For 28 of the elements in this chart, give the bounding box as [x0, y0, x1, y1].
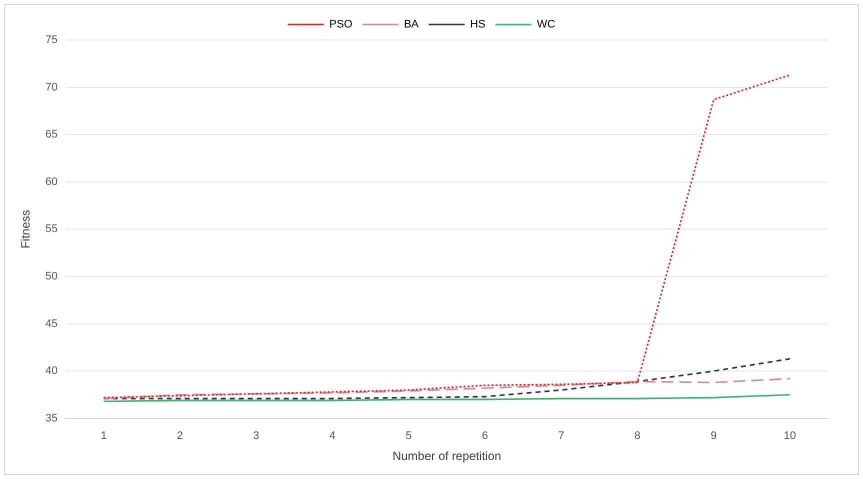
legend-label: PSO	[329, 18, 353, 31]
x-tick-label: 4	[329, 430, 336, 442]
x-tick-label: 1	[100, 430, 107, 442]
legend-label: HS	[470, 18, 486, 31]
legend-label: BA	[404, 18, 420, 31]
y-tick-label: 65	[45, 128, 58, 141]
y-tick-label: 50	[45, 270, 58, 283]
y-tick-label: 70	[45, 81, 58, 94]
x-tick-label: 9	[710, 430, 717, 442]
y-tick-label: 75	[45, 34, 58, 46]
y-tick-label: 55	[45, 223, 58, 236]
line-series	[102, 74, 791, 398]
y-axis-title: Fitness	[18, 210, 33, 249]
x-tick-label: 8	[634, 430, 640, 442]
line-series	[102, 378, 791, 400]
y-tick-label: 40	[45, 365, 58, 378]
x-tick-label: 3	[253, 430, 260, 442]
y-tick-label: 35	[45, 412, 58, 424]
y-tick-label: 45	[45, 318, 58, 330]
x-tick-label: 7	[558, 430, 564, 442]
x-tick-label: 6	[482, 430, 488, 442]
x-tick-label: 5	[406, 430, 412, 442]
line-series	[102, 358, 791, 400]
legend-label: WC	[536, 18, 556, 31]
x-axis-title: Number of repetition	[392, 449, 502, 464]
x-tick-label: 2	[176, 430, 184, 442]
y-tick-label: 60	[45, 176, 58, 188]
x-tick-label: 10	[784, 430, 796, 442]
